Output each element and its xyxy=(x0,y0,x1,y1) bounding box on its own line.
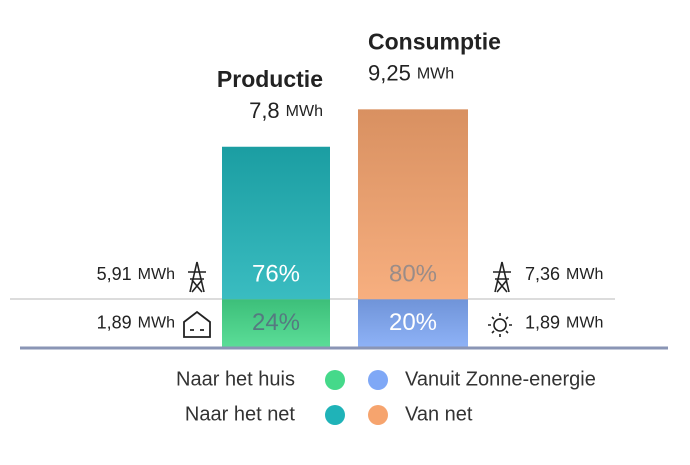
bar-title: Productie xyxy=(217,66,323,92)
bar-title: Consumptie xyxy=(368,28,501,54)
percent-label: 80% xyxy=(389,261,437,288)
value-label: 1,89 MWh xyxy=(97,312,175,332)
percent-label: 76% xyxy=(252,261,300,288)
total-unit: MWh xyxy=(417,66,454,83)
total-number: 7,8 xyxy=(249,98,280,123)
legend-dot xyxy=(368,370,388,390)
bar-total: 7,8 MWh xyxy=(249,98,323,123)
total-unit: MWh xyxy=(286,103,323,120)
value-number: 1,89 xyxy=(525,312,560,332)
legend-dot xyxy=(325,405,345,425)
value-unit: MWh xyxy=(138,315,175,332)
legend-dot xyxy=(325,370,345,390)
legend-label: Van net xyxy=(405,403,473,425)
percent-label: 20% xyxy=(389,309,437,336)
pylon-icon xyxy=(188,261,511,293)
value-number: 1,89 xyxy=(97,312,132,332)
legend-label: Naar het huis xyxy=(176,368,295,390)
house-icon xyxy=(183,310,211,338)
bar-total: 9,25 MWh xyxy=(368,60,454,85)
value-number: 7,36 xyxy=(525,264,560,284)
value-unit: MWh xyxy=(138,266,175,283)
value-unit: MWh xyxy=(566,266,603,283)
value-label: 5,91 MWh xyxy=(97,264,175,284)
legend-label: Naar het net xyxy=(185,403,296,425)
percent-label: 24% xyxy=(252,309,300,336)
value-label: 1,89 MWh xyxy=(525,312,603,332)
sun-icon xyxy=(488,313,512,337)
legend-dot xyxy=(368,405,388,425)
value-unit: MWh xyxy=(566,315,603,332)
value-label: 7,36 MWh xyxy=(525,264,603,284)
total-number: 9,25 xyxy=(368,60,411,85)
legend-label: Vanuit Zonne-energie xyxy=(405,368,596,390)
value-number: 5,91 xyxy=(97,264,132,284)
